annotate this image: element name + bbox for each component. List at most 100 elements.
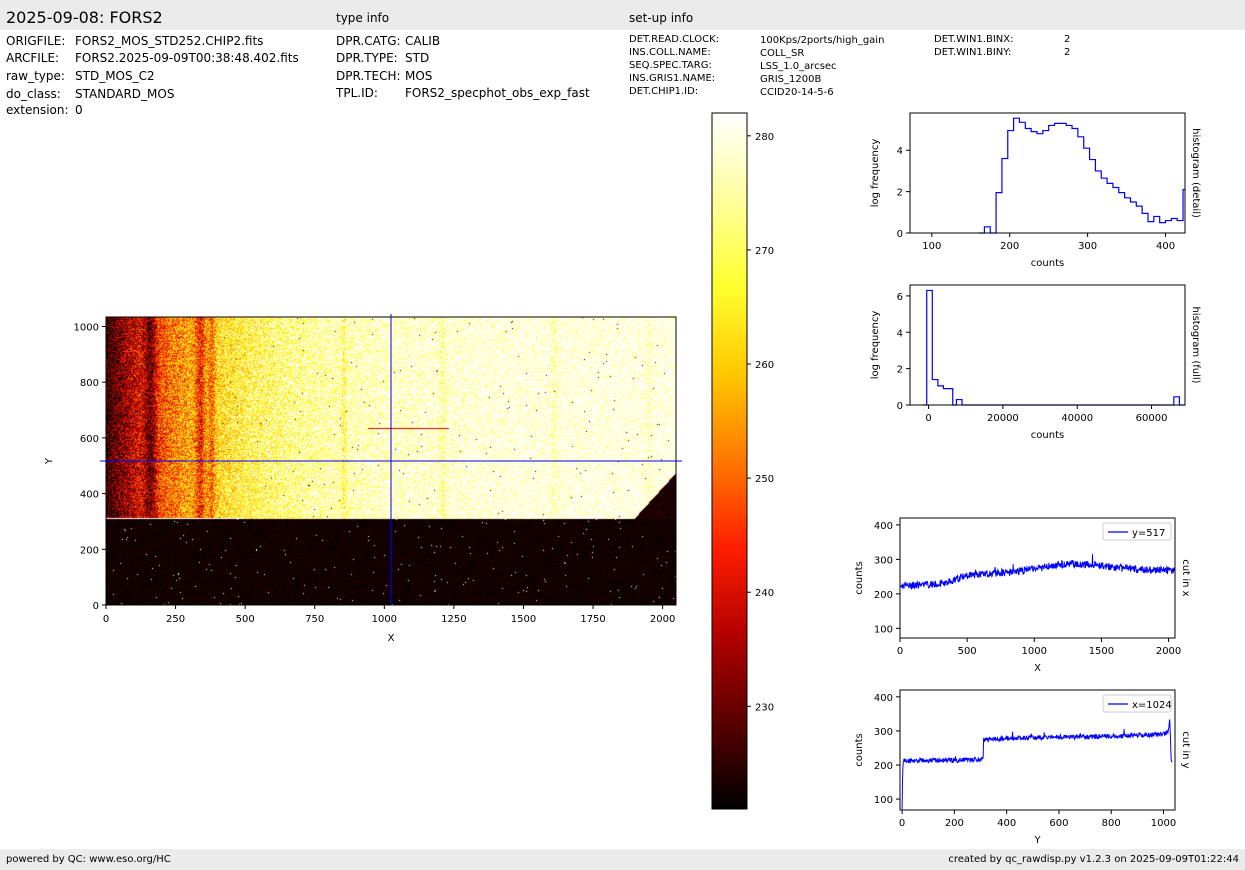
image-axes: 0 250 500 750 1000 1250 1500 1750 2000 0 200 400 600… (44, 314, 682, 644)
x-tick-label: 0 (899, 818, 905, 829)
x-axis-label: X (388, 633, 395, 644)
colorbar-tick-label: 260 (755, 360, 774, 371)
x-axis-label: Y (1033, 835, 1041, 846)
side-label: cut in x (1180, 559, 1191, 596)
type-info-key: DPR.TYPE: (336, 51, 398, 65)
x-tick-label: 1000 (372, 614, 397, 625)
histogram-detail-series (978, 117, 1185, 234)
y-tick-label: 800 (80, 378, 99, 389)
page-title: 2025-09-08: FORS2 (6, 8, 163, 27)
file-info-key: ORIGFILE: (6, 34, 66, 48)
x-tick-label: 400 (1156, 241, 1175, 252)
x-tick-label: 1750 (580, 614, 605, 625)
type-info-value: STD (405, 51, 430, 65)
side-label: cut in y (1180, 731, 1191, 768)
colorbar-axis: 230 240 250 260 270 280 (711, 112, 774, 810)
x-tick-label: 1500 (1089, 646, 1114, 657)
y-tick-label: 0 (897, 229, 903, 240)
y-tick-label: 4 (897, 328, 903, 339)
setup-info-value: GRIS_1200B (760, 74, 822, 85)
setup-info-key: DET.WIN1.BINX: (934, 34, 1014, 45)
y-tick-label: 100 (874, 795, 893, 806)
colorbar-tick-label: 250 (755, 474, 774, 485)
y-tick-label: 0 (897, 401, 903, 412)
y-axis-label: log frequency (870, 311, 881, 380)
file-info-key: raw_type: (6, 69, 65, 83)
file-info-value: 0 (75, 103, 83, 117)
x-tick-label: 100 (922, 241, 941, 252)
legend-entry: y=517 (1132, 528, 1165, 539)
footer-right: created by qc_rawdisp.py v1.2.3 on 2025-… (948, 854, 1239, 865)
colorbar-tick-label: 240 (755, 588, 774, 599)
x-tick-label: 800 (1102, 818, 1121, 829)
x-tick-label: 250 (166, 614, 185, 625)
x-tick-label: 2000 (1156, 646, 1181, 657)
legend-entry: x=1024 (1132, 700, 1172, 711)
x-tick-label: 200 (1000, 241, 1019, 252)
histogram-full-plot: 0 20000 40000 60000 0 2 4 6 counts log frequency h… (870, 284, 1201, 441)
colorbar-tick-label: 230 (755, 702, 774, 713)
type-info-key: DPR.TECH: (336, 69, 401, 83)
side-label: histogram (full) (1190, 306, 1201, 383)
y-tick-label: 6 (897, 292, 903, 303)
plot-frame (909, 284, 1186, 406)
x-tick-label: 20000 (987, 413, 1019, 424)
x-tick-label: 1250 (441, 614, 466, 625)
x-tick-label: 300 (1078, 241, 1097, 252)
plot-area (923, 289, 1185, 406)
legend-box (1102, 694, 1172, 713)
colorbar-gradient (712, 113, 747, 809)
colorbar-frame (711, 112, 748, 810)
y-tick-label: 2 (897, 188, 903, 199)
colorbar-tick-label: 280 (755, 132, 774, 143)
y-axis-label: Y (44, 457, 55, 465)
x-tick-label: 1500 (511, 614, 536, 625)
x-axis-label: X (1034, 663, 1041, 674)
side-label: histogram (detail) (1190, 128, 1201, 218)
legend-box (1102, 522, 1172, 541)
file-info-value: STANDARD_MOS (75, 87, 175, 101)
footer-left: powered by QC: www.eso.org/HC (6, 854, 171, 865)
x-tick-label: 1000 (1151, 818, 1176, 829)
setup-info-value: CCID20-14-5-6 (760, 87, 834, 98)
x-tick-label: 750 (305, 614, 324, 625)
plot-frame (899, 517, 1176, 639)
cut-series (900, 554, 1175, 591)
setup-info-value: LSS_1.0_arcsec (760, 61, 837, 72)
y-tick-label: 400 (874, 693, 893, 704)
plot-frame (899, 689, 1176, 811)
type-info-value: MOS (405, 69, 433, 83)
y-tick-label: 100 (874, 624, 893, 635)
x-tick-label: 600 (1049, 818, 1068, 829)
type-info-heading: type info (336, 11, 390, 25)
y-tick-label: 300 (874, 555, 893, 566)
setup-info-key: INS.COLL.NAME: (629, 47, 711, 58)
setup-info-key: INS.GRIS1.NAME: (629, 73, 716, 84)
file-info-key: extension: (6, 103, 69, 117)
y-tick-label: 4 (897, 146, 903, 157)
setup-info-key: SEQ.SPEC.TARG: (629, 60, 712, 71)
x-axis-label: counts (1031, 430, 1064, 441)
x-tick-label: 1000 (1022, 646, 1047, 657)
type-info-value: FORS2_specphot_obs_exp_fast (405, 86, 590, 100)
setup-info-value: 2 (1064, 34, 1071, 45)
y-tick-label: 200 (874, 590, 893, 601)
histogram-detail-plot: 100 200 300 400 0 2 4 counts log frequency histog… (870, 112, 1201, 269)
setup-info-heading: set-up info (629, 11, 694, 25)
y-tick-label: 300 (874, 727, 893, 738)
colorbar-tick-label: 270 (755, 246, 774, 257)
type-info-key: TPL.ID: (336, 86, 378, 100)
x-tick-label: 0 (103, 614, 109, 625)
x-tick-label: 500 (236, 614, 255, 625)
plot-area (900, 554, 1175, 591)
x-tick-label: 0 (897, 646, 903, 657)
type-info-key: DPR.CATG: (336, 34, 401, 48)
histogram-full-series (923, 289, 1185, 406)
x-axis-label: counts (1031, 258, 1064, 269)
plot-frame (909, 112, 1186, 234)
x-tick-label: 2000 (650, 614, 675, 625)
plot-area (901, 719, 1173, 810)
y-axis-label: log frequency (870, 139, 881, 208)
